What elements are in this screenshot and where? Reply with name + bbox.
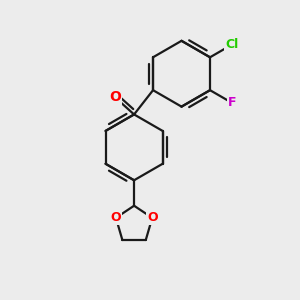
Text: O: O <box>111 211 121 224</box>
Text: Cl: Cl <box>226 38 239 51</box>
Text: O: O <box>147 211 158 224</box>
Text: O: O <box>109 90 121 104</box>
Text: F: F <box>228 96 236 110</box>
